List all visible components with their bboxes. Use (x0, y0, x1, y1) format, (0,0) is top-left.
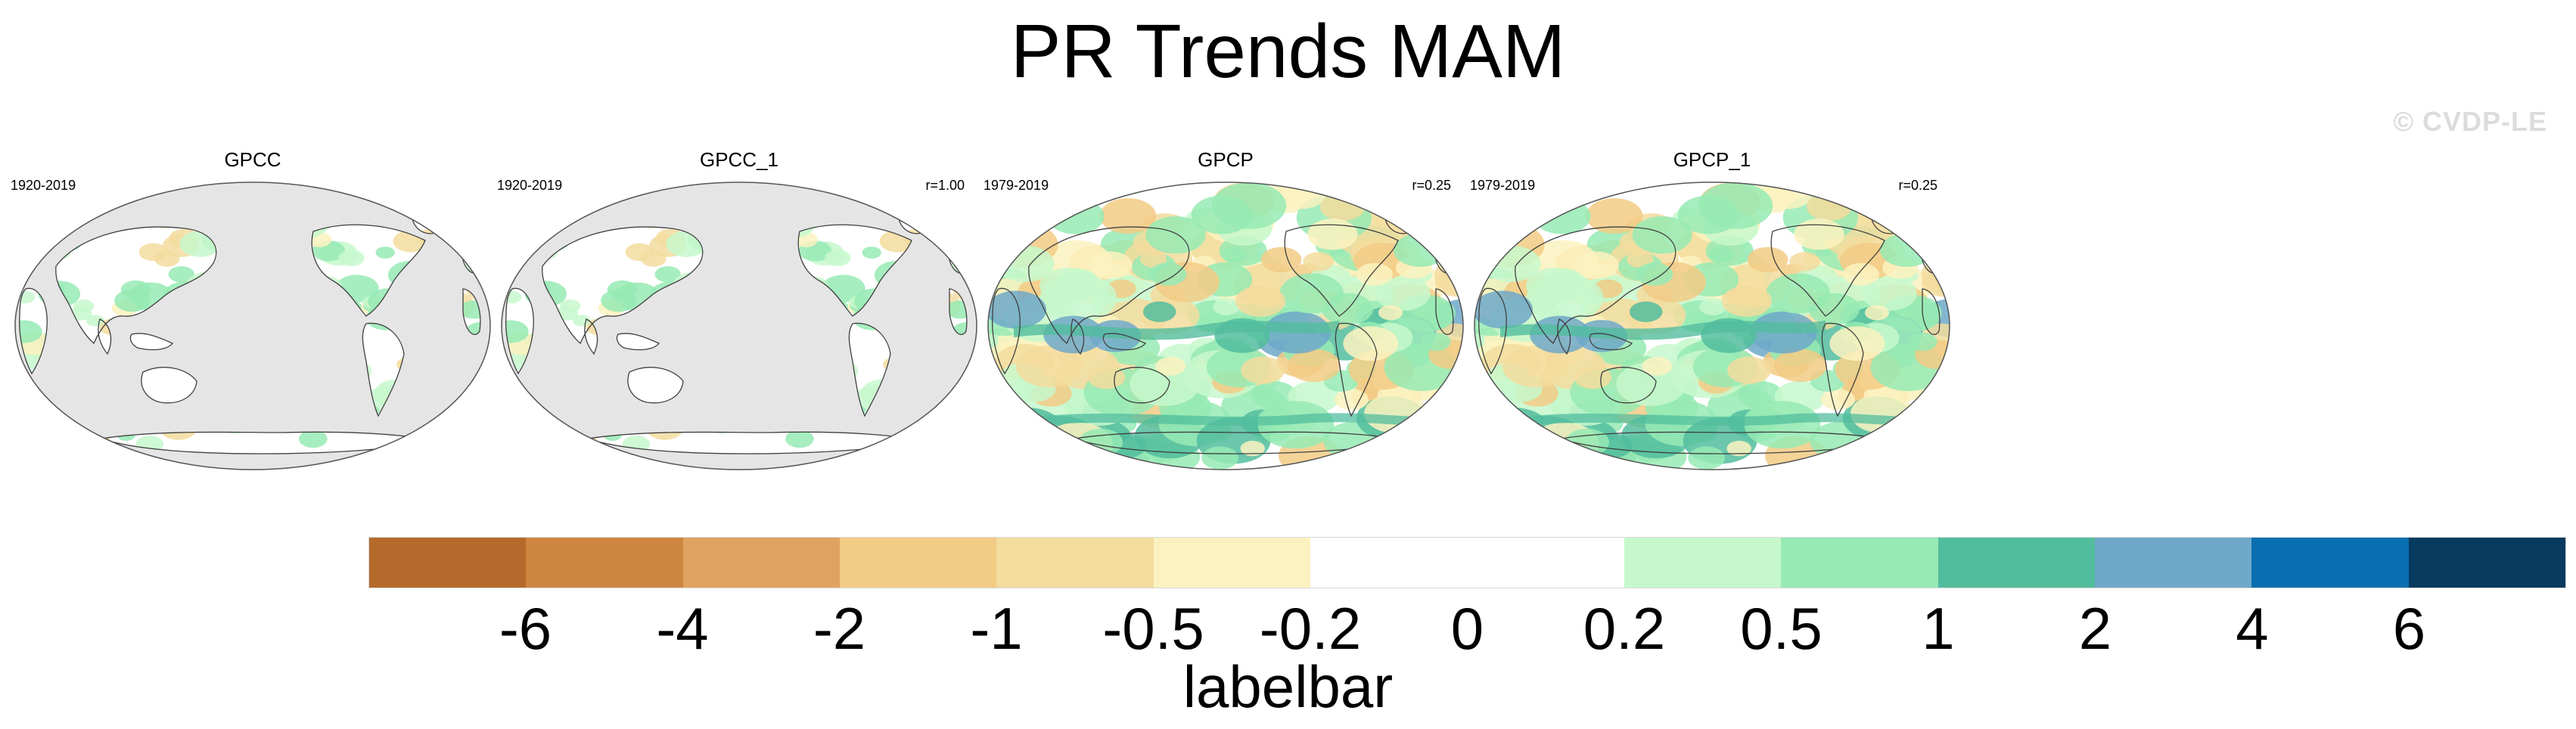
panel-correlation: r=0.25 (1412, 178, 1451, 193)
colorbar-swatch (1467, 538, 1624, 588)
panel-period: 1979-2019 (983, 178, 1049, 193)
colorbar-swatch (1781, 538, 1938, 588)
panel-title: GPCP_1 (1673, 148, 1751, 171)
panel-correlation: r=1.00 (925, 178, 965, 193)
world-map-gpcp-1 (1474, 181, 1950, 470)
map-panel-gpcp-1: GPCP_1 1979-2019 r=0.25 (1470, 148, 1954, 473)
colorbar-swatch (1624, 538, 1782, 588)
panel-title: GPCC_1 (699, 148, 779, 171)
colorbar-tick-label: -0.2 (1259, 595, 1362, 662)
colorbar-tick-label: 1 (1922, 595, 1955, 662)
colorbar-swatch (369, 538, 527, 588)
panel-period: 1979-2019 (1470, 178, 1536, 193)
map-panel-gpcp: GPCP 1979-2019 r=0.25 (983, 148, 1468, 473)
world-map-gpcp (987, 181, 1464, 470)
map-panel-gpcc-1: GPCC_1 1920-2019 r=1.00 (497, 148, 981, 473)
colorbar-swatch (1937, 538, 2095, 588)
colorbar-tick-label: -6 (499, 595, 552, 662)
colorbar-tick-label: 2 (2078, 595, 2112, 662)
map-panel-gpcc: GPCC 1920-2019 (11, 148, 495, 473)
world-map-gpcc (14, 181, 491, 470)
world-map-gpcc-1 (501, 181, 977, 470)
panel-period: 1920-2019 (11, 178, 76, 193)
colorbar-swatch (526, 538, 683, 588)
panel-title: GPCC (224, 148, 281, 171)
colorbar-swatch (1310, 538, 1468, 588)
colorbar-swatch (1153, 538, 1311, 588)
colorbar-tick-label: -0.5 (1102, 595, 1204, 662)
colorbar-tick-label: -1 (970, 595, 1023, 662)
watermark-text: © CVDP-LE (2393, 106, 2547, 137)
panel-correlation: r=0.25 (1898, 178, 1937, 193)
colorbar (368, 537, 2566, 588)
colorbar-swatch (2094, 538, 2252, 588)
panel-period: 1920-2019 (497, 178, 563, 193)
colorbar-swatch (682, 538, 841, 588)
figure-title: PR Trends MAM (1010, 9, 1566, 94)
colorbar-tick-label: -2 (813, 595, 866, 662)
colorbar-swatch (996, 538, 1154, 588)
colorbar-tick-label: 6 (2392, 595, 2426, 662)
colorbar-tick-label: 0 (1450, 595, 1484, 662)
colorbar-ticks: -6 -4 -2 -1 -0.5 -0.2 0 0.2 0.5 1 2 4 6 (0, 594, 2576, 662)
colorbar-tick-label: -4 (656, 595, 709, 662)
colorbar-tick-label: 0.2 (1583, 595, 1666, 662)
panel-title: GPCP (1198, 148, 1254, 171)
colorbar-swatch (2408, 538, 2566, 588)
colorbar-swatch (840, 538, 997, 588)
colorbar-swatch (2251, 538, 2409, 588)
colorbar-label: labelbar (1182, 653, 1394, 720)
colorbar-tick-label: 0.5 (1740, 595, 1822, 662)
colorbar-tick-label: 4 (2236, 595, 2269, 662)
